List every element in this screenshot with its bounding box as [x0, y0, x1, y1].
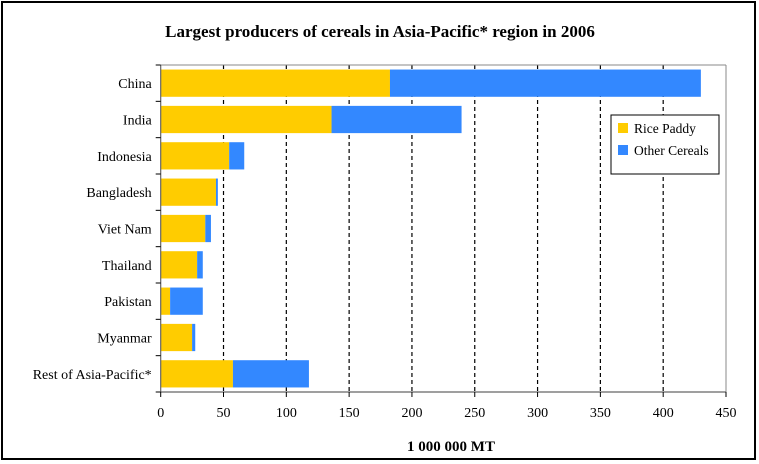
bar-rice-paddy	[160, 142, 230, 170]
legend-box	[610, 114, 720, 175]
bar-rice-paddy	[160, 69, 390, 97]
category-label: Bangladesh	[86, 186, 151, 201]
x-tick-label: 200	[401, 406, 422, 421]
x-tick-labels: 0 50 100 150 200 250 300 350 400 450	[157, 406, 736, 421]
category-label: Myanmar	[97, 332, 152, 347]
x-tick-label: 400	[653, 406, 674, 421]
x-axis-label: 1 000 000 MT	[407, 439, 495, 455]
x-tick-label: 350	[590, 406, 611, 421]
bar-rice-paddy	[160, 105, 332, 134]
bar-other-cereals	[170, 287, 203, 315]
x-tick-label: 300	[527, 406, 548, 421]
bar-rice-paddy	[160, 323, 193, 352]
bar-other-cereals	[229, 142, 245, 170]
bar-other-cereals	[215, 178, 218, 206]
x-tick-label: 150	[339, 406, 360, 421]
category-label: China	[118, 77, 152, 92]
bar-rice-paddy	[160, 214, 206, 243]
x-tick-label: 100	[276, 406, 297, 421]
chart-title: Largest producers of cereals in Asia-Pac…	[165, 22, 595, 41]
bar-rice-paddy	[160, 178, 216, 206]
bars	[160, 69, 701, 388]
legend-swatch-other-cereals	[618, 145, 628, 155]
category-label: Pakistan	[104, 295, 151, 310]
bar-other-cereals	[197, 251, 203, 279]
category-labels: China India Indonesia Bangladesh Viet Nam Tha…	[33, 77, 153, 383]
x-tick-label: 250	[464, 406, 485, 421]
axes	[155, 64, 727, 397]
grid-lines	[222, 65, 664, 392]
x-tick-label: 50	[217, 406, 231, 421]
bar-other-cereals	[331, 105, 462, 134]
legend-label: Other Cereals	[634, 143, 709, 158]
legend-label: Rice Paddy	[634, 121, 696, 136]
bar-other-cereals	[232, 360, 309, 388]
x-tick-label: 0	[157, 406, 164, 421]
category-label: Indonesia	[97, 150, 152, 165]
x-tick-label: 450	[716, 406, 737, 421]
legend-swatch-rice-paddy	[618, 123, 628, 133]
category-label: Rest of Asia-Pacific*	[33, 368, 152, 383]
bar-rice-paddy	[160, 251, 198, 279]
bar-other-cereals	[192, 323, 196, 352]
category-label: Thailand	[102, 259, 152, 274]
bar-rice-paddy	[160, 360, 233, 388]
bar-other-cereals	[205, 214, 211, 243]
category-label: India	[123, 114, 153, 129]
bar-rice-paddy	[160, 287, 171, 315]
legend: Rice Paddy Other Cereals	[610, 114, 720, 175]
category-label: Viet Nam	[98, 223, 152, 238]
bar-other-cereals	[389, 69, 701, 97]
